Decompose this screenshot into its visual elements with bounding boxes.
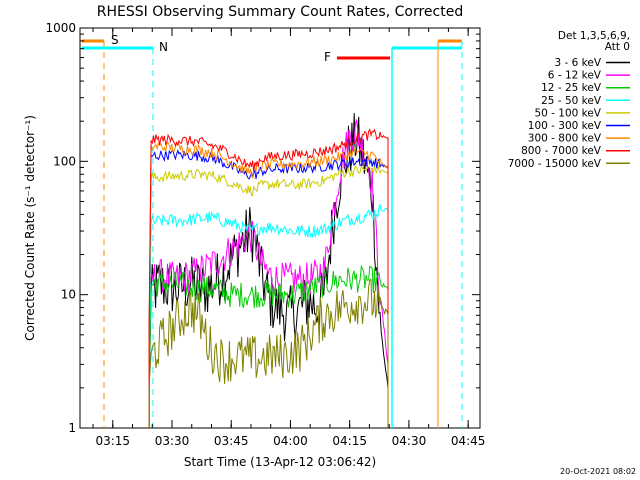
y-axis-label: Corrected Count Rate (s⁻¹ detector⁻¹)	[23, 115, 37, 341]
legend-label: 100 - 300 keV	[528, 120, 602, 132]
x-tick-label: 04:00	[273, 434, 308, 448]
legend-label: 300 - 800 keV	[528, 133, 602, 145]
y-tick-label: 1000	[45, 21, 76, 35]
series-line-8	[148, 128, 389, 428]
chart-title: RHESSI Observing Summary Count Rates, Co…	[97, 4, 463, 20]
x-tick-label: 03:15	[95, 434, 130, 448]
series-line-7	[148, 142, 389, 428]
legend-label: 25 - 50 keV	[541, 95, 602, 107]
legend-header-line-2: Att 0	[605, 41, 630, 53]
legend-label: 800 - 7000 keV	[521, 145, 602, 157]
legend-label: 3 - 6 keV	[554, 57, 601, 69]
series-line-3	[148, 264, 389, 428]
flare-label: F	[324, 50, 331, 64]
timestamp: 20-Oct-2021 08:02	[560, 467, 636, 476]
x-tick-label: 04:15	[332, 434, 367, 448]
saa-label: S	[111, 33, 119, 47]
x-tick-label: 03:30	[155, 434, 190, 448]
y-tick-label: 10	[61, 288, 76, 302]
legend-label: 50 - 100 keV	[534, 107, 601, 119]
y-tick-label: 100	[53, 154, 76, 168]
x-axis-label: Start Time (13-Apr-12 03:06:42)	[184, 455, 376, 469]
night-label: N	[159, 40, 168, 54]
series-line-5	[148, 164, 389, 428]
legend-header-line-1: Det 1,3,5,6,9,	[558, 30, 630, 42]
x-tick-label: 03:45	[214, 434, 249, 448]
series-line-9	[148, 278, 389, 428]
series-line-6	[148, 148, 389, 428]
legend-label: 7000 - 15000 keV	[508, 158, 602, 170]
legend-label: 6 - 12 keV	[548, 70, 602, 82]
plot-frame	[79, 27, 481, 429]
x-tick-label: 04:45	[451, 434, 486, 448]
series-line-4	[148, 203, 389, 428]
legend-label: 12 - 25 keV	[541, 82, 602, 94]
x-tick-label: 04:30	[392, 434, 427, 448]
y-tick-label: 1	[68, 421, 76, 435]
series-line-1	[148, 113, 389, 428]
